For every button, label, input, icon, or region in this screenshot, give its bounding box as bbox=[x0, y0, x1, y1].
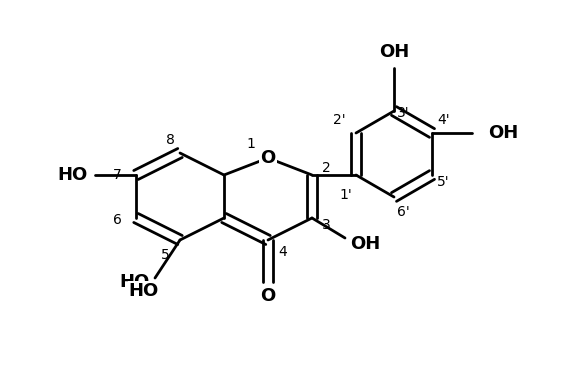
Text: 2': 2' bbox=[334, 113, 346, 127]
Text: HO: HO bbox=[129, 282, 159, 300]
Text: HO: HO bbox=[120, 273, 150, 291]
Text: 7: 7 bbox=[113, 168, 122, 182]
Text: HO: HO bbox=[129, 282, 159, 300]
Text: HO: HO bbox=[120, 273, 150, 291]
Text: OH: OH bbox=[379, 43, 409, 61]
Text: 4: 4 bbox=[278, 245, 287, 259]
Text: O: O bbox=[260, 149, 275, 167]
Text: OH: OH bbox=[350, 235, 380, 253]
Text: 3: 3 bbox=[322, 218, 331, 232]
Text: OH: OH bbox=[488, 124, 518, 142]
Text: 5': 5' bbox=[437, 175, 450, 189]
Text: O: O bbox=[260, 149, 275, 167]
Text: 4': 4' bbox=[437, 113, 450, 127]
Text: 3': 3' bbox=[397, 106, 409, 120]
Text: HO: HO bbox=[58, 166, 88, 184]
Text: HO: HO bbox=[58, 166, 88, 184]
Text: OH: OH bbox=[350, 235, 380, 253]
Text: O: O bbox=[260, 287, 275, 305]
Text: 2: 2 bbox=[322, 161, 331, 175]
Text: 6': 6' bbox=[397, 205, 410, 219]
Text: OH: OH bbox=[379, 43, 409, 61]
Text: O: O bbox=[260, 287, 275, 305]
Text: OH: OH bbox=[488, 124, 518, 142]
Text: 1: 1 bbox=[246, 137, 255, 151]
Text: 6: 6 bbox=[113, 213, 122, 227]
Text: 8: 8 bbox=[166, 133, 175, 147]
Text: 1': 1' bbox=[339, 188, 352, 202]
Text: 5: 5 bbox=[161, 248, 170, 262]
